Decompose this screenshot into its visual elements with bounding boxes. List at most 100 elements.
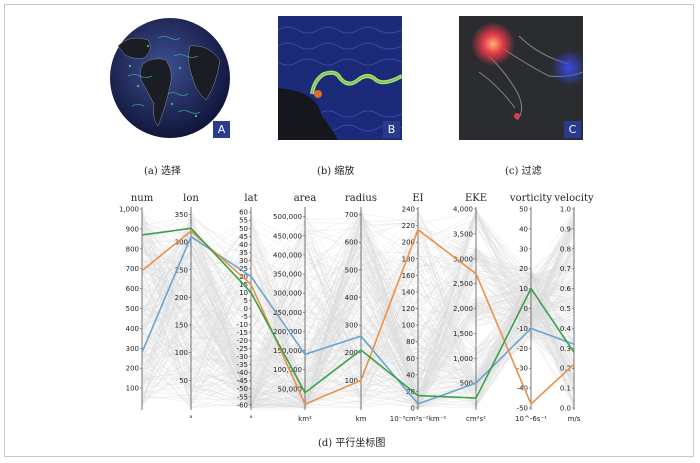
- tick-label: -35: [237, 361, 248, 369]
- axis-title-lon: lon: [183, 193, 199, 204]
- tick-label: 10: [519, 285, 528, 293]
- tick-label: 150: [175, 322, 188, 330]
- tick-label: -10: [237, 321, 248, 329]
- axis-title-area: area: [294, 193, 317, 204]
- tick-label: 55: [239, 217, 248, 225]
- globe-view-panel[interactable]: A: [108, 16, 232, 140]
- tick-label: 500: [126, 305, 139, 313]
- tick-label: 1,000: [119, 206, 139, 214]
- tick-label: -10: [517, 325, 528, 333]
- tick-label: 25: [239, 265, 248, 273]
- tick-label: 350: [175, 211, 188, 219]
- panel-badge-a: A: [213, 121, 230, 138]
- tick-label: 240: [402, 206, 415, 214]
- axis-title-EKE: EKE: [465, 193, 487, 204]
- background-lines: [141, 208, 575, 409]
- tick-label: 300: [126, 345, 139, 353]
- tick-label: 200: [345, 349, 358, 357]
- tick-label: -55: [237, 393, 248, 401]
- figure-caption: (d) 平行坐标图: [318, 438, 386, 449]
- globe-image: [108, 16, 232, 140]
- tick-label: 0.8: [560, 245, 571, 253]
- tick-label: 400,000: [273, 251, 302, 259]
- axis-unit-EKE: cm²s²: [466, 415, 486, 423]
- tick-label: 300,000: [273, 290, 302, 298]
- tick-label: 200: [126, 365, 139, 373]
- tick-label: 80: [406, 338, 415, 346]
- tick-label: 4,000: [453, 206, 473, 214]
- tick-label: 100,000: [273, 366, 302, 374]
- tick-label: -60: [237, 401, 248, 409]
- tick-label: 400: [126, 325, 139, 333]
- tick-label: 10: [239, 289, 248, 297]
- tick-label: 100: [345, 377, 358, 385]
- tick-label: 45: [239, 233, 248, 241]
- tick-label: 800: [126, 245, 139, 253]
- axis-title-velocity: velocity: [553, 193, 594, 204]
- axis-unit-velocity: m/s: [568, 415, 581, 423]
- tick-label: 300: [345, 322, 358, 330]
- panel-badge-b: B: [383, 121, 400, 138]
- tick-label: 0.5: [560, 305, 571, 313]
- tick-label: 2,000: [453, 305, 473, 313]
- tick-label: 100: [175, 349, 188, 357]
- zoom-view-panel[interactable]: B: [278, 16, 402, 140]
- tick-label: 0.7: [560, 265, 571, 273]
- tick-label: 1,500: [453, 330, 473, 338]
- tick-label: 35: [239, 249, 248, 257]
- tick-label: 0.4: [560, 325, 572, 333]
- tick-label: 140: [402, 288, 415, 296]
- tick-label: 600: [345, 239, 358, 247]
- tick-label: 0.6: [560, 285, 572, 293]
- axis-title-lat: lat: [244, 193, 257, 204]
- tick-label: -20: [237, 337, 248, 345]
- tick-label: 350,000: [273, 271, 302, 279]
- tick-label: 250,000: [273, 309, 302, 317]
- tick-label: 2,500: [453, 280, 473, 288]
- tick-label: 220: [402, 222, 415, 230]
- tick-label: 0.2: [560, 365, 571, 373]
- tick-label: -45: [237, 377, 248, 385]
- panel-caption-c: (c) 过滤: [505, 166, 542, 177]
- tick-label: 30: [519, 245, 528, 253]
- tick-label: -30: [237, 353, 248, 361]
- series-layer[interactable]: [141, 227, 575, 406]
- tick-label: -5: [241, 313, 248, 321]
- tick-label: 40: [406, 371, 415, 379]
- tick-label: 30: [239, 257, 248, 265]
- filtered-map-image: [459, 16, 583, 140]
- tick-label: 0.1: [560, 385, 571, 393]
- tick-label: -50: [237, 385, 248, 393]
- tick-label: 60: [239, 209, 248, 217]
- tick-label: 60: [406, 355, 415, 363]
- tick-label: 500,000: [273, 213, 302, 221]
- tick-label: 500: [345, 266, 358, 274]
- tick-label: 3,500: [453, 230, 473, 238]
- tick-label: 500: [460, 380, 473, 388]
- axis-title-radius: radius: [345, 193, 377, 204]
- panel-caption-a: (a) 选择: [144, 166, 181, 177]
- tick-label: 250: [175, 266, 188, 274]
- filter-view-panel[interactable]: C: [459, 16, 583, 140]
- tick-label: 160: [402, 272, 415, 280]
- axis-title-num: num: [131, 193, 154, 204]
- tick-label: 50: [179, 377, 188, 385]
- tick-label: 20: [406, 388, 415, 396]
- tick-label: -40: [517, 385, 528, 393]
- tick-label: 400: [345, 294, 358, 302]
- panel-caption-b: (b) 缩放: [317, 166, 355, 177]
- tick-label: 1,000: [453, 355, 473, 363]
- tick-label: 150,000: [273, 347, 302, 355]
- axis-unit-area: km²: [298, 415, 312, 423]
- tick-label: 50: [239, 225, 248, 233]
- tick-label: 20: [519, 265, 528, 273]
- tick-label: -50: [517, 405, 528, 413]
- zoomed-map-image: [278, 16, 402, 140]
- tick-label: -40: [237, 369, 248, 377]
- tick-label: -25: [237, 345, 248, 353]
- tick-label: 0: [524, 305, 528, 313]
- tick-label: 200,000: [273, 328, 302, 336]
- tick-label: 5: [244, 297, 248, 305]
- highlighted-series-line-2[interactable]: [141, 227, 575, 399]
